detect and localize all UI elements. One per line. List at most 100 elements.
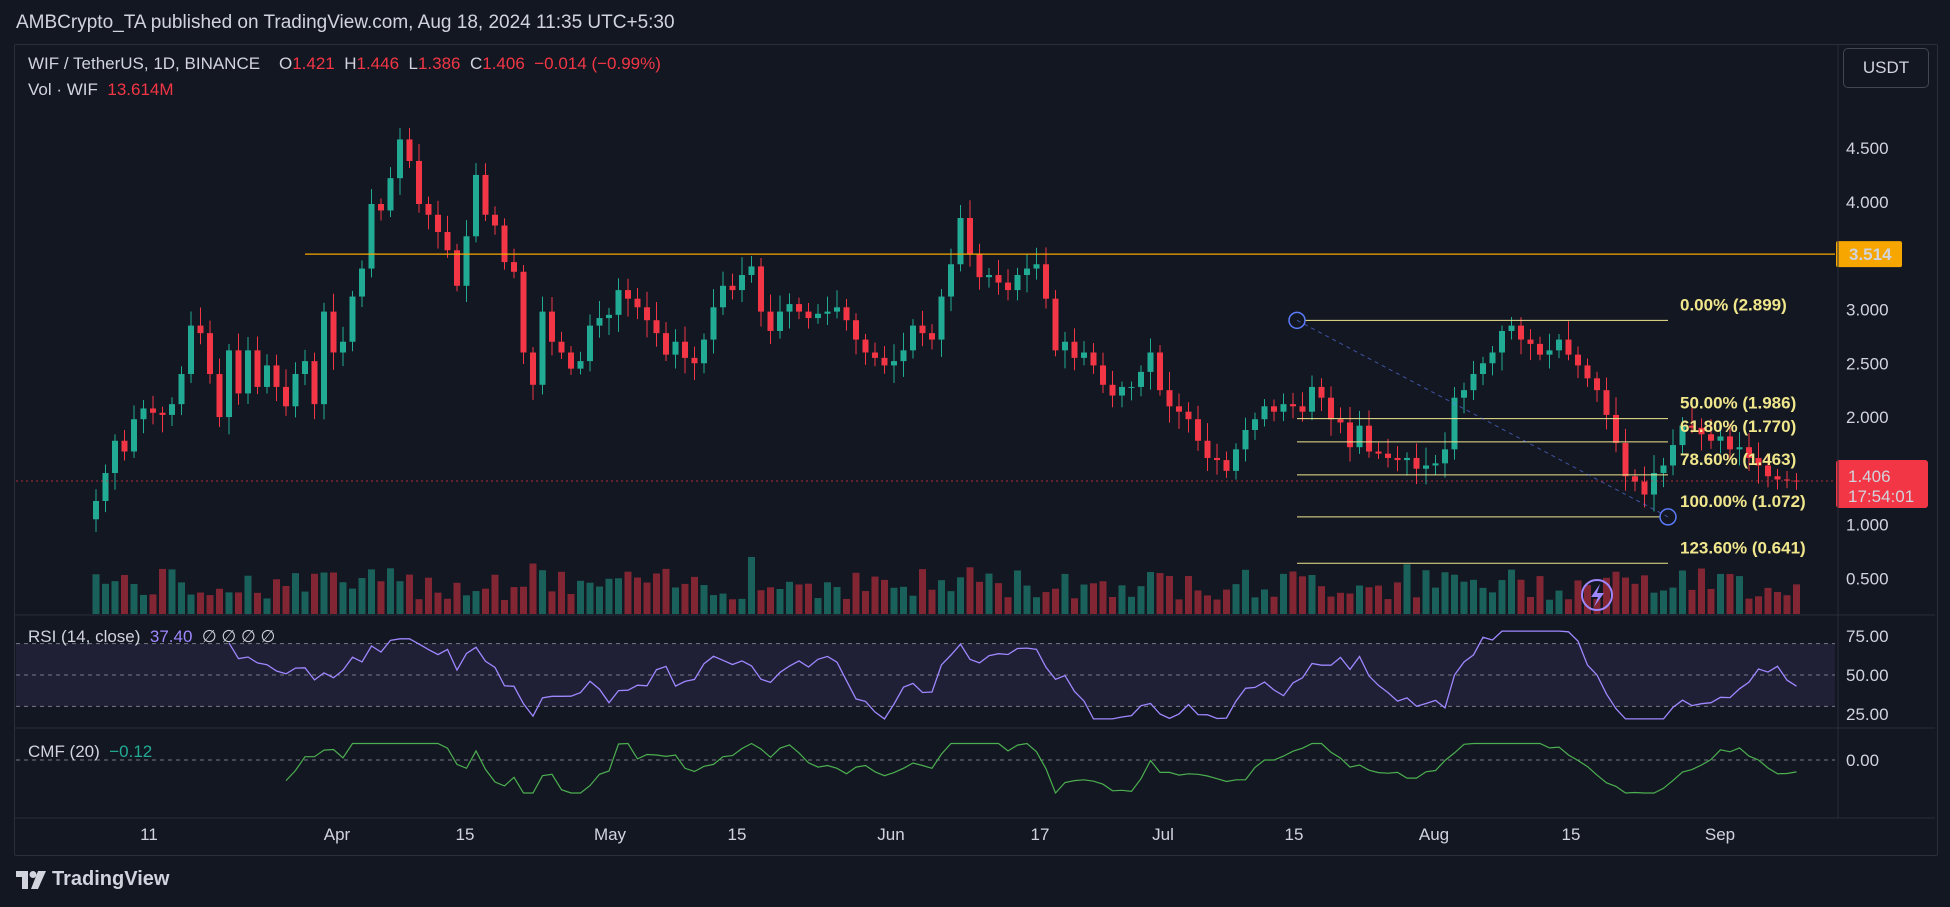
candle-body [900,350,907,362]
volume-bar [653,573,660,614]
volume-bar [482,588,489,614]
candle-body [967,217,973,254]
volume-bar [1451,574,1458,614]
candle-body [121,440,128,452]
candle-body [368,204,375,269]
volume-bar [1441,572,1449,614]
currency-button[interactable]: USDT [1843,48,1929,88]
volume-bar [833,587,841,614]
volume-bar [339,582,347,614]
volume-bar [1156,573,1164,614]
volume-bar [377,581,385,614]
cmf-line [285,742,1797,795]
candle-body [1176,406,1182,412]
candle-body [1290,404,1296,407]
candle-body [330,311,337,353]
fib-level-label: 78.60% (1.463) [1680,450,1796,469]
candle-body [1394,457,1401,461]
volume-bar [102,583,109,614]
candle-body [710,307,717,340]
candle-body [378,204,384,211]
volume-bar [1783,595,1791,614]
candle-body [1071,341,1078,358]
volume-bar [947,591,955,614]
volume-bar [710,595,717,614]
volume-bar [358,578,366,614]
cmf-axis-tick: 0.00 [1846,751,1879,770]
price-axis-tick: 4.500 [1846,139,1889,158]
candle-body [102,473,109,501]
rsi-axis-tick: 50.00 [1846,666,1889,685]
candle-body [549,311,555,342]
change-value: −0.014 (−0.99%) [534,54,661,73]
candle-body [226,350,232,418]
candle-body [1366,425,1372,452]
volume-bar [111,581,119,614]
candle-body [596,318,603,326]
volume-bar [1375,585,1382,614]
rsi-legend: RSI (14, close) 37.40 ∅ ∅ ∅ ∅ [28,627,275,647]
candle-body [1423,465,1429,469]
volume-bar [1242,569,1249,614]
volume-bar [919,569,926,614]
candle-body [1024,268,1030,276]
rsi-axis-tick: 75.00 [1846,627,1889,646]
volume-bar [1736,576,1743,614]
candle-body [359,268,365,297]
candle-body [1147,352,1154,372]
candle-body [188,325,194,375]
volume-bar [548,591,556,614]
time-axis-tick: Jun [877,825,904,844]
candle-body [625,290,631,299]
rsi-axis-tick: 25.00 [1846,705,1889,724]
volume-bar [1289,571,1297,614]
volume-bar [795,584,803,614]
volume-bar [1517,579,1525,614]
volume-bar [767,587,774,614]
candle-body [862,339,869,353]
time-axis-tick: 11 [140,825,158,844]
candle-body [178,374,185,405]
candle-body [1214,457,1220,461]
volume-bar [1384,599,1392,614]
candle-body [815,313,821,319]
time-axis-tick: Aug [1419,825,1449,844]
volume-bar [1014,570,1021,614]
candle-body [1527,339,1534,344]
volume-bar [1498,580,1506,614]
candle-body [615,290,622,315]
volume-bar [615,578,622,614]
volume-bar [1413,597,1420,614]
symbol-label: WIF / TetherUS, 1D, BINANCE [28,54,261,73]
candle-body [273,365,280,387]
price-axis-tick: 2.000 [1846,408,1889,427]
price-axis-tick: 1.000 [1846,516,1889,535]
volume-bar [1356,585,1363,614]
candle-body [1185,411,1192,420]
candle-body [1727,436,1733,450]
volume-bar [909,595,917,614]
volume-bar [282,585,290,614]
time-axis-tick: 17 [1031,825,1050,844]
candle-body [587,325,593,362]
volume-bar [1128,596,1135,614]
volume-bar [1185,575,1192,614]
candle-body [1765,465,1771,477]
volume-bar [691,576,698,614]
volume-bar [1755,596,1762,614]
candle-body [1375,451,1382,454]
candle-body [435,214,441,232]
price-axis-tick: 3.000 [1846,300,1889,319]
candle-body [530,352,536,385]
candle-body [558,341,565,353]
candle-body [321,311,327,405]
candle-body [1480,363,1486,375]
publisher-text: AMBCrypto_TA published on TradingView.co… [16,12,675,33]
candle-body [634,298,641,308]
candle-body [235,350,242,394]
rsi-label: RSI (14, close) [28,627,141,646]
candle-body [691,357,698,364]
volume-bar [1365,587,1373,614]
candle-body [1195,419,1201,441]
